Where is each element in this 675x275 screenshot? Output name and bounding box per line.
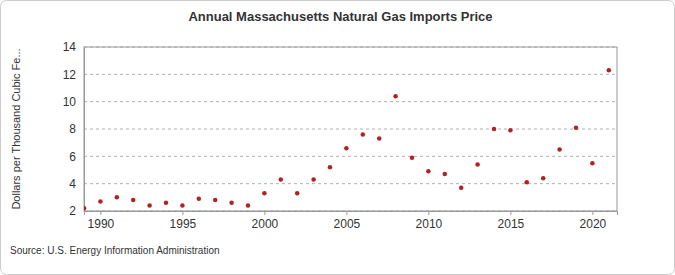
point [98,199,103,204]
point [459,186,464,191]
x-tick-label: 2000 [252,217,279,231]
plot-frame [84,47,617,211]
grid-line [84,101,617,102]
y-axis: 2 4 6 8 10 12 14 [63,40,85,218]
x-axis: 1990 1995 2000 2005 2010 2015 2020 [85,211,618,231]
x-tick-label: 1990 [88,217,115,231]
point [508,128,513,133]
x-tick-mark [264,211,265,215]
grid [84,47,617,211]
point [279,177,284,182]
points [84,68,611,211]
x-tick-mark [346,211,347,215]
x-tick: 1990 [88,211,115,231]
x-tick-label: 2015 [498,217,525,231]
grid-line [84,183,617,184]
point [475,162,480,167]
x-tick-mark [592,211,593,215]
point [492,127,497,132]
y-tick-label: 14 [63,40,77,54]
x-tick: 2000 [252,211,279,231]
y-tick: 10 [63,95,84,109]
x-tick: 2015 [498,211,525,231]
point [590,161,595,166]
point [246,203,251,208]
y-axis-line [84,48,85,212]
source-note: Source: U.S. Energy Information Administ… [10,245,220,256]
point [393,94,398,99]
y-tick: 8 [69,122,84,136]
x-tick: 1995 [170,211,197,231]
point [84,206,86,211]
point [361,132,366,137]
point [164,201,169,206]
point [311,177,316,182]
x-tick-mark [100,211,101,215]
y-tick: 4 [69,177,84,191]
grid-line [84,129,617,130]
point [147,203,152,208]
point [525,180,530,185]
point [295,191,300,196]
point [328,165,333,170]
point [115,195,120,200]
y-tick-label: 6 [69,150,76,164]
y-tick-label: 10 [63,95,77,109]
x-tick-label: 2020 [580,217,607,231]
point [426,169,431,174]
y-tick-label: 12 [63,68,77,82]
x-tick: 2020 [580,211,607,231]
y-tick: 14 [63,40,84,54]
x-tick-label: 2010 [416,217,443,231]
point [443,172,448,177]
point [574,125,579,130]
point [229,201,234,206]
y-tick: 2 [69,204,84,218]
y-tick: 6 [69,150,84,164]
point [607,68,612,73]
x-axis-line [85,212,618,216]
x-tick: 2010 [416,211,443,231]
point [262,191,267,196]
grid-line [84,156,617,157]
y-tick-label: 2 [69,204,76,218]
x-tick-label: 1995 [170,217,197,231]
point [180,203,185,208]
grid-line [84,74,617,75]
x-tick-mark [510,211,511,215]
x-tick-mark [428,211,429,215]
x-tick-mark [182,211,183,215]
x-tick: 2005 [334,211,361,231]
point [377,136,382,141]
chart-border [1,1,675,275]
y-tick-label: 4 [69,177,76,191]
point [344,146,349,151]
title: Annual Massachusetts Natural Gas Imports… [188,9,492,24]
chart: 2 4 6 8 10 12 14 1990 1995 2000 2005 2010 2015 2020 An… [0,0,675,275]
y-tick: 12 [63,68,84,82]
point [410,155,415,160]
y-tick-label: 8 [69,122,76,136]
x-tick-label: 2005 [334,217,361,231]
point [213,198,218,203]
point [557,147,562,152]
point [541,176,546,181]
point [197,196,202,201]
point [131,198,136,203]
y-axis-title: Dollars per Thousand Cubic Fe... [10,48,22,209]
